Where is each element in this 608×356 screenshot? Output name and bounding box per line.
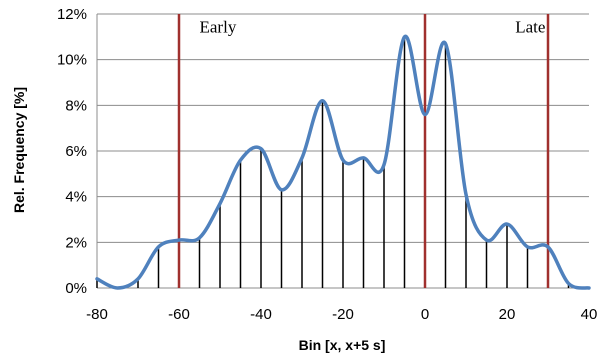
- tick-labels: 0% 2% 4% 6% 8% 10% 12% -80 -60 -40 -20 0 20 40: [57, 6, 597, 323]
- y-tick-label: 12%: [57, 6, 87, 23]
- y-tick-label: 10%: [57, 52, 87, 69]
- y-tick-label: 2%: [65, 234, 87, 251]
- series-line-0: [95, 34, 591, 290]
- x-tick-label: 40: [581, 306, 598, 323]
- x-tick-label: 0: [421, 306, 429, 323]
- x-tick-label: -40: [250, 306, 272, 323]
- x-tick-label: 20: [499, 306, 516, 323]
- y-tick-label: 4%: [65, 189, 87, 206]
- annotations: Early Late: [200, 17, 546, 36]
- y-tick-label: 6%: [65, 143, 87, 160]
- y-axis-title: Rel. Frequency [%]: [11, 87, 27, 213]
- reference-lines: [177, 14, 550, 288]
- annotation-late: Late: [515, 17, 545, 36]
- x-tick-label: -20: [332, 306, 354, 323]
- x-axis-title: Bin [x, x+5 s]: [299, 337, 386, 353]
- series-layer: [95, 34, 591, 290]
- stem-lines: [96, 36, 570, 288]
- x-tick-label: -80: [86, 306, 108, 323]
- annotation-early: Early: [200, 17, 237, 36]
- x-tick-label: -60: [168, 306, 190, 323]
- y-tick-label: 0%: [65, 280, 87, 297]
- y-tick-label: 8%: [65, 97, 87, 114]
